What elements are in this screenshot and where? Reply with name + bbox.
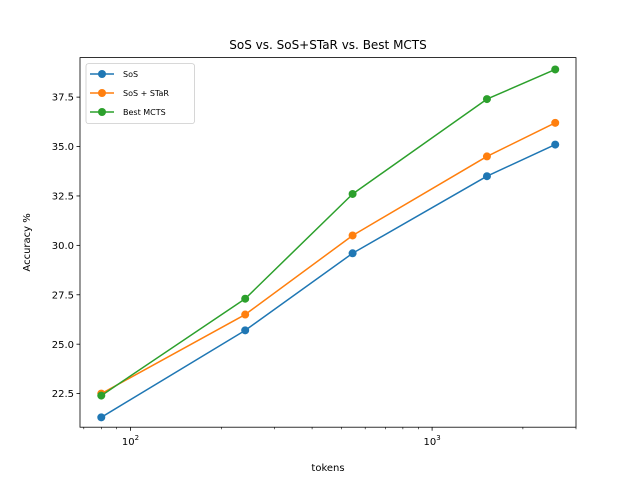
data-point-sos-star xyxy=(551,118,560,127)
x-axis-label: tokens xyxy=(311,463,344,474)
data-point-sos xyxy=(348,249,357,258)
data-point-sos-star xyxy=(482,152,491,161)
data-point-sos xyxy=(482,172,491,181)
y-tick-label: 30.0 xyxy=(52,241,74,252)
legend-label: SoS + STaR xyxy=(123,89,169,98)
legend-marker xyxy=(98,89,106,97)
series-group xyxy=(97,65,560,422)
y-tick-label: 25.0 xyxy=(52,340,74,351)
y-tick-label: 37.5 xyxy=(52,93,74,104)
data-point-sos-star xyxy=(348,231,357,240)
y-tick-label: 35.0 xyxy=(52,142,74,153)
data-point-best-mcts xyxy=(97,391,106,400)
data-point-best-mcts xyxy=(348,189,357,198)
legend-label: SoS xyxy=(123,70,138,79)
legend-label: Best MCTS xyxy=(123,108,166,117)
y-tick-label: 32.5 xyxy=(52,192,74,203)
data-point-sos-star xyxy=(241,310,250,319)
legend-box xyxy=(85,63,195,124)
plot-area xyxy=(79,57,577,428)
data-point-sos xyxy=(97,413,106,422)
chart-title: SoS vs. SoS+STaR vs. Best MCTS xyxy=(229,38,427,52)
x-tick-label: 102 xyxy=(122,434,139,448)
data-point-sos xyxy=(551,140,560,149)
data-point-sos xyxy=(241,326,250,335)
y-axis-label: Accuracy % xyxy=(22,213,33,271)
data-point-best-mcts xyxy=(551,65,560,74)
legend-marker xyxy=(98,70,106,78)
legend-marker xyxy=(98,108,106,116)
data-point-best-mcts xyxy=(482,95,491,104)
x-axis: 102 103 xyxy=(83,427,577,448)
legend: SoS SoS + STaR Best MCTS xyxy=(85,63,195,124)
x-tick-label: 103 xyxy=(424,434,441,448)
plot-frame xyxy=(79,57,577,428)
y-axis: 22.5 25.0 27.5 30.0 32.5 35.0 37.5 xyxy=(52,93,80,400)
y-tick-label: 27.5 xyxy=(52,290,74,301)
data-point-best-mcts xyxy=(241,294,250,303)
y-tick-label: 22.5 xyxy=(52,389,74,400)
